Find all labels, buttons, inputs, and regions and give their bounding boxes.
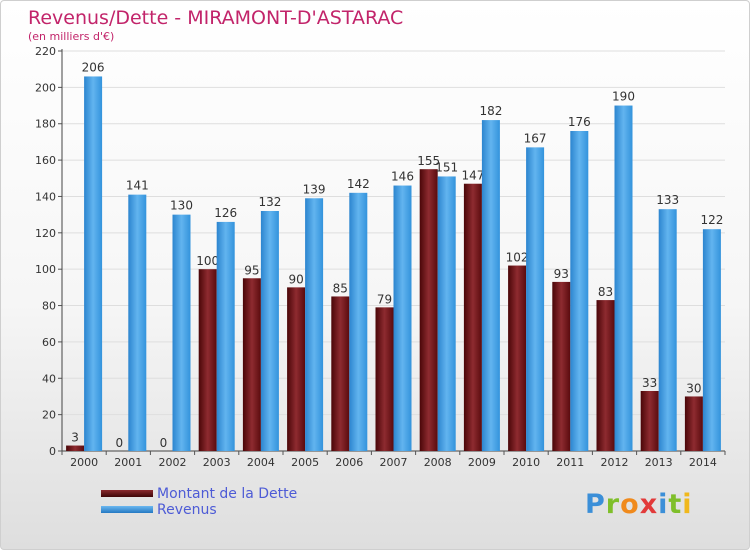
bar-dette bbox=[596, 300, 615, 451]
y-tick-label: 180 bbox=[35, 118, 56, 131]
data-label-dette: 102 bbox=[506, 251, 529, 265]
bar-revenus bbox=[349, 192, 368, 451]
x-tick-label: 2009 bbox=[468, 456, 496, 469]
y-tick-label: 60 bbox=[42, 336, 56, 349]
x-tick-label: 2008 bbox=[424, 456, 452, 469]
bar-dette bbox=[375, 307, 394, 451]
bar-revenus bbox=[260, 211, 279, 451]
legend-label-revenus: Revenus bbox=[157, 502, 217, 518]
legend-swatch-dette bbox=[101, 490, 153, 497]
bar-revenus bbox=[84, 76, 103, 452]
data-label-dette: 33 bbox=[642, 376, 657, 390]
bar-revenus bbox=[526, 147, 545, 451]
data-label-revenus: 190 bbox=[612, 90, 635, 104]
y-tick-label: 220 bbox=[35, 45, 56, 58]
x-tick-label: 2010 bbox=[512, 456, 540, 469]
data-label-dette: 155 bbox=[417, 154, 440, 168]
bar-dette bbox=[463, 183, 482, 451]
data-label-revenus: 206 bbox=[82, 60, 105, 74]
bar-revenus bbox=[128, 194, 147, 452]
bar-revenus bbox=[481, 120, 500, 451]
bar-dette bbox=[419, 169, 438, 451]
bar-dette bbox=[66, 445, 85, 451]
data-label-dette: 0 bbox=[160, 436, 168, 450]
y-tick-label: 100 bbox=[35, 263, 56, 276]
bar-revenus bbox=[393, 185, 412, 451]
data-label-revenus: 122 bbox=[700, 213, 723, 227]
bar-dette bbox=[552, 281, 571, 451]
data-label-revenus: 182 bbox=[479, 104, 502, 118]
data-label-dette: 30 bbox=[686, 381, 701, 395]
bar-dette bbox=[640, 391, 659, 451]
bar-revenus bbox=[702, 229, 721, 451]
data-label-dette: 95 bbox=[244, 263, 259, 277]
data-label-revenus: 141 bbox=[126, 179, 149, 193]
data-label-revenus: 130 bbox=[170, 199, 193, 213]
data-label-revenus: 132 bbox=[258, 195, 281, 209]
data-label-revenus: 142 bbox=[347, 177, 370, 191]
data-label-revenus: 167 bbox=[524, 131, 547, 145]
x-tick-label: 2014 bbox=[689, 456, 717, 469]
y-tick-label: 200 bbox=[35, 81, 56, 94]
data-label-revenus: 133 bbox=[656, 193, 679, 207]
x-tick-label: 2012 bbox=[601, 456, 629, 469]
bar-dette bbox=[198, 269, 217, 451]
legend-swatch-revenus bbox=[101, 506, 153, 513]
x-tick-label: 2006 bbox=[335, 456, 363, 469]
x-tick-label: 2001 bbox=[114, 456, 142, 469]
data-label-dette: 147 bbox=[461, 169, 484, 183]
data-label-revenus: 176 bbox=[568, 115, 591, 129]
y-tick-label: 160 bbox=[35, 154, 56, 167]
y-tick-label: 20 bbox=[42, 409, 56, 422]
bar-revenus bbox=[570, 131, 589, 451]
data-label-revenus: 139 bbox=[303, 182, 326, 196]
x-tick-label: 2003 bbox=[203, 456, 231, 469]
bar-revenus bbox=[614, 105, 633, 451]
bar-revenus bbox=[216, 221, 235, 451]
x-tick-label: 2007 bbox=[380, 456, 408, 469]
bar-revenus bbox=[437, 176, 456, 452]
bar-dette bbox=[242, 278, 261, 451]
x-tick-label: 2005 bbox=[291, 456, 319, 469]
y-tick-label: 0 bbox=[49, 445, 56, 458]
chart-title: Revenus/Dette - MIRAMONT-D'ASTARAC bbox=[28, 7, 404, 29]
data-label-dette: 0 bbox=[115, 436, 123, 450]
x-tick-label: 2004 bbox=[247, 456, 275, 469]
bar-revenus bbox=[172, 214, 191, 451]
bar-dette bbox=[287, 287, 306, 451]
data-label-dette: 79 bbox=[377, 292, 392, 306]
proxiti-logo: Proxiti bbox=[585, 489, 693, 520]
x-tick-label: 2000 bbox=[70, 456, 98, 469]
bar-revenus bbox=[305, 198, 324, 451]
bar-dette bbox=[508, 265, 527, 451]
data-label-revenus: 146 bbox=[391, 170, 414, 184]
data-label-dette: 90 bbox=[288, 272, 303, 286]
data-label-revenus: 151 bbox=[435, 160, 458, 174]
x-tick-label: 2013 bbox=[645, 456, 673, 469]
x-tick-label: 2011 bbox=[556, 456, 584, 469]
y-tick-label: 140 bbox=[35, 190, 56, 203]
data-label-dette: 93 bbox=[554, 267, 569, 281]
x-tick-label: 2002 bbox=[159, 456, 187, 469]
y-tick-label: 80 bbox=[42, 300, 56, 313]
data-label-dette: 83 bbox=[598, 285, 613, 299]
data-label-dette: 3 bbox=[71, 431, 79, 445]
data-label-revenus: 126 bbox=[214, 206, 237, 220]
legend-label-dette: Montant de la Dette bbox=[157, 486, 298, 502]
bar-dette bbox=[331, 296, 350, 451]
chart-subtitle: (en milliers d'€) bbox=[28, 30, 115, 43]
data-label-dette: 85 bbox=[333, 281, 348, 295]
data-label-dette: 100 bbox=[196, 254, 219, 268]
bar-dette bbox=[684, 396, 703, 451]
bar-revenus bbox=[658, 209, 677, 451]
y-tick-label: 120 bbox=[35, 227, 56, 240]
y-tick-label: 40 bbox=[42, 372, 56, 385]
